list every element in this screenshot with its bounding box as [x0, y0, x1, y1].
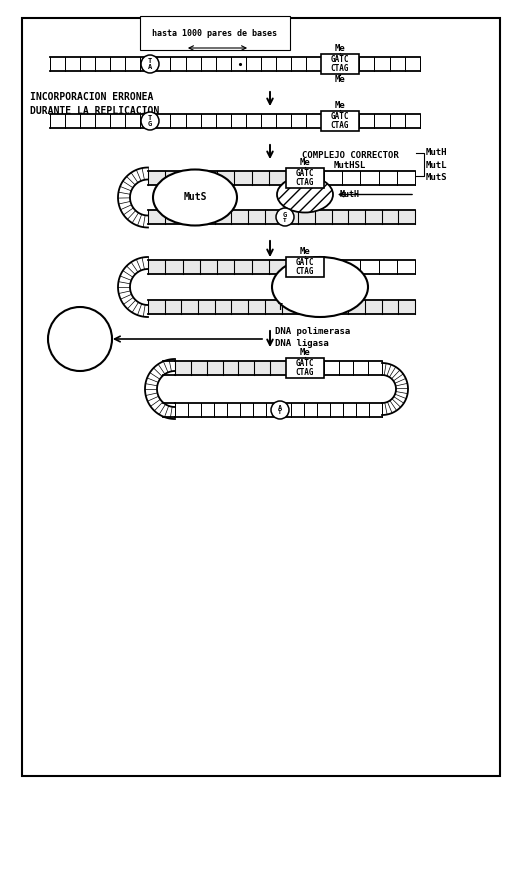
Text: GATC: GATC	[331, 112, 349, 121]
Text: G: G	[283, 212, 287, 218]
Text: CTAG: CTAG	[296, 368, 314, 377]
Bar	[148, 300, 415, 314]
Text: CTAG: CTAG	[331, 64, 349, 73]
Text: CTAG: CTAG	[296, 267, 314, 276]
Text: INCORPORACION ERRONEA
DURANTE LA REPLICACION: INCORPORACION ERRONEA DURANTE LA REPLICA…	[30, 92, 159, 116]
Circle shape	[271, 401, 289, 419]
Text: T: T	[283, 217, 287, 223]
Text: GATC: GATC	[331, 55, 349, 64]
Bar	[321, 111, 359, 131]
Bar	[286, 168, 324, 188]
Ellipse shape	[277, 177, 333, 212]
Circle shape	[276, 208, 294, 226]
Bar	[321, 54, 359, 74]
Text: Me: Me	[335, 75, 346, 84]
Text: GATC: GATC	[296, 359, 314, 368]
Text: GATC: GATC	[296, 258, 314, 267]
Bar	[22, 18, 500, 776]
Text: CTAG: CTAG	[296, 178, 314, 187]
Circle shape	[48, 307, 112, 371]
Text: A: A	[278, 405, 282, 411]
Text: GATC: GATC	[296, 169, 314, 178]
Text: hasta 1000 pares de bases: hasta 1000 pares de bases	[152, 28, 278, 37]
Text: DNA ligasa: DNA ligasa	[275, 339, 329, 348]
Text: Me: Me	[300, 247, 311, 256]
Text: MutS: MutS	[183, 193, 207, 202]
Bar	[286, 358, 324, 378]
Bar	[148, 171, 286, 185]
Text: Me: Me	[335, 44, 346, 53]
Text: COMPLEJO CORRECTOR: COMPLEJO CORRECTOR	[302, 151, 398, 161]
Bar	[175, 361, 286, 375]
Text: T: T	[148, 58, 152, 64]
Text: G: G	[148, 121, 152, 127]
Text: MutH: MutH	[340, 190, 360, 199]
Text: Me: Me	[335, 101, 346, 110]
Text: CTAG: CTAG	[331, 121, 349, 130]
Circle shape	[141, 55, 159, 73]
Bar	[286, 257, 324, 277]
Ellipse shape	[272, 257, 368, 317]
Ellipse shape	[153, 170, 237, 225]
Bar	[148, 260, 286, 274]
Text: T: T	[278, 302, 282, 311]
Text: MutHSL: MutHSL	[334, 161, 366, 170]
Text: T: T	[278, 410, 282, 415]
Text: Me: Me	[300, 158, 311, 167]
Text: Me: Me	[300, 348, 311, 357]
Text: DNA polimerasa: DNA polimerasa	[275, 326, 350, 336]
Text: T: T	[148, 115, 152, 121]
Circle shape	[141, 112, 159, 130]
Text: MutH
MutL
MutS: MutH MutL MutS	[426, 148, 447, 182]
Text: A: A	[148, 64, 152, 70]
Bar	[148, 210, 415, 224]
